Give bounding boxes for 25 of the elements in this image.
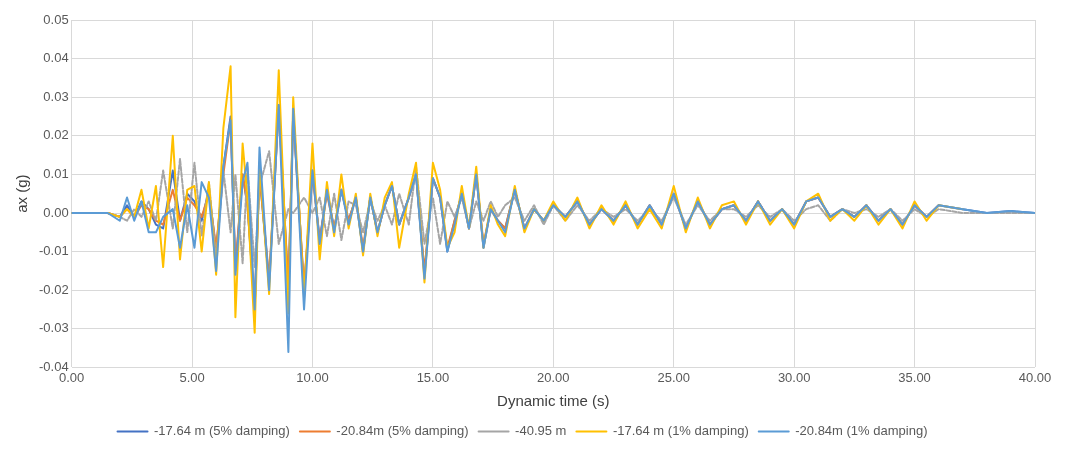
y-tick-label: 0.02 bbox=[43, 127, 69, 143]
y-tick-label: 0.01 bbox=[43, 165, 69, 181]
y-tick-label: -0.03 bbox=[38, 320, 69, 336]
y-tick-label: 0.05 bbox=[43, 11, 69, 27]
x-tick-label: 25.00 bbox=[657, 369, 691, 385]
y-tick-label: -0.02 bbox=[38, 281, 69, 297]
x-tick-label: 35.00 bbox=[898, 369, 931, 385]
x-axis-title: Dynamic time (s) bbox=[497, 392, 610, 410]
legend-label: -20.84m (1% damping) bbox=[795, 423, 928, 439]
x-tick-label: 10.00 bbox=[296, 369, 329, 385]
legend-label: -20.84m (5% damping) bbox=[336, 423, 469, 439]
y-tick-label: 0.04 bbox=[43, 50, 69, 66]
legend-label: -17.64 m (5% damping) bbox=[154, 423, 290, 439]
y-tick-label: 0.00 bbox=[43, 204, 69, 220]
legend-label: -17.64 m (1% damping) bbox=[612, 423, 749, 439]
x-tick-label: 30.00 bbox=[777, 369, 811, 385]
y-tick-label: -0.01 bbox=[38, 243, 69, 259]
y-axis-title: ax (g) bbox=[13, 174, 31, 213]
y-tick-label: -0.04 bbox=[38, 358, 69, 374]
x-tick-label: 15.00 bbox=[416, 369, 450, 385]
x-tick-label: 20.00 bbox=[537, 369, 570, 385]
x-tick-label: 5.00 bbox=[179, 369, 205, 385]
legend-label: -40.95 m bbox=[515, 423, 567, 439]
y-tick-label: 0.03 bbox=[43, 88, 69, 104]
x-tick-label: 40.00 bbox=[1018, 369, 1052, 385]
